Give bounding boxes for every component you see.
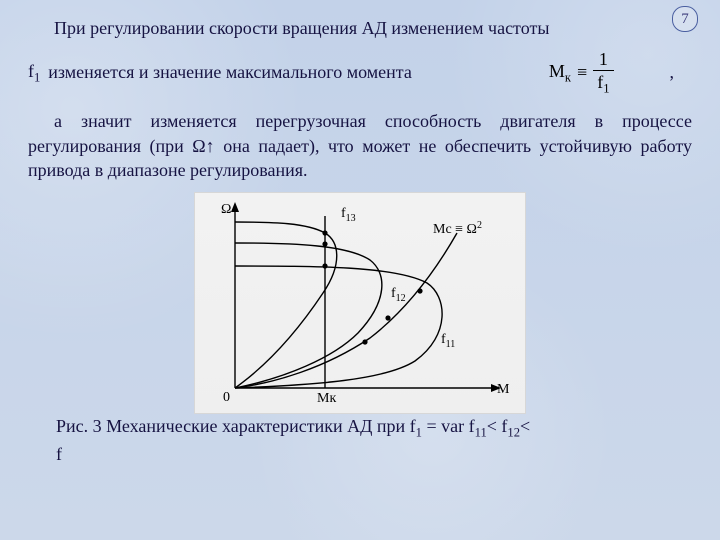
p1-text-b: f1 <box>28 61 40 86</box>
p1-text-a: При регулировании скорости вращения АД и… <box>54 18 549 38</box>
label-omega: Ω <box>221 202 231 217</box>
mk-m: M <box>549 61 565 81</box>
p1-text-c: изменяется и значение максимального моме… <box>48 62 412 83</box>
curve-mc <box>235 233 457 388</box>
caption-sub3: 12 <box>507 426 520 440</box>
formula-fraction: 1 f1 <box>593 50 613 95</box>
formula-row: f1 изменяется и значение максимального м… <box>28 50 692 95</box>
label-origin: 0 <box>223 390 230 405</box>
caption-mid: = var f <box>422 416 475 436</box>
label-f11: f11 <box>441 332 455 350</box>
label-f13: f13 <box>341 206 356 224</box>
y-axis-arrow <box>231 202 239 212</box>
caption-lt1: < f <box>487 416 508 436</box>
mechanical-characteristics-chart: 0 Ω M Mк f11 f12 f13 Mс ≡ Ω2 <box>194 192 526 414</box>
label-mc: Mс ≡ Ω2 <box>433 220 482 237</box>
f1-sub: 1 <box>34 70 40 84</box>
caption-sub2: 11 <box>475 426 487 440</box>
diagram-container: 0 Ω M Mк f11 f12 f13 Mс ≡ Ω2 <box>28 192 692 414</box>
caption-label: Рис. 3 Механические характеристики АД пр… <box>56 416 416 436</box>
paragraph-2: а значит изменяется перегрузочная способ… <box>28 109 692 182</box>
label-m: M <box>497 382 510 397</box>
caption-cutoff: f <box>56 444 62 464</box>
slide-number-badge: 7 <box>672 6 698 32</box>
intersection-points <box>322 231 422 345</box>
curve-f12 <box>235 243 382 388</box>
label-f12: f12 <box>391 286 406 304</box>
den-sub: 1 <box>603 82 609 96</box>
formula-comma: , <box>670 62 675 83</box>
frac-num: 1 <box>595 50 612 68</box>
frac-bar <box>593 70 613 71</box>
formula-lhs: Mк <box>549 61 571 86</box>
curve-f11 <box>235 266 442 388</box>
paragraph-1: При регулировании скорости вращения АД и… <box>28 16 692 40</box>
label-mk: Mк <box>317 391 336 406</box>
frac-den: f1 <box>593 73 613 95</box>
slide-page: 7 При регулировании скорости вращения АД… <box>0 0 720 540</box>
formula-mk: Mк ≡ 1 f1 <box>549 50 614 95</box>
mk-sub: к <box>565 70 571 84</box>
figure-caption: Рис. 3 Механические характеристики АД пр… <box>28 414 692 466</box>
caption-lt2: < <box>520 416 530 436</box>
formula-equiv: ≡ <box>577 62 587 83</box>
